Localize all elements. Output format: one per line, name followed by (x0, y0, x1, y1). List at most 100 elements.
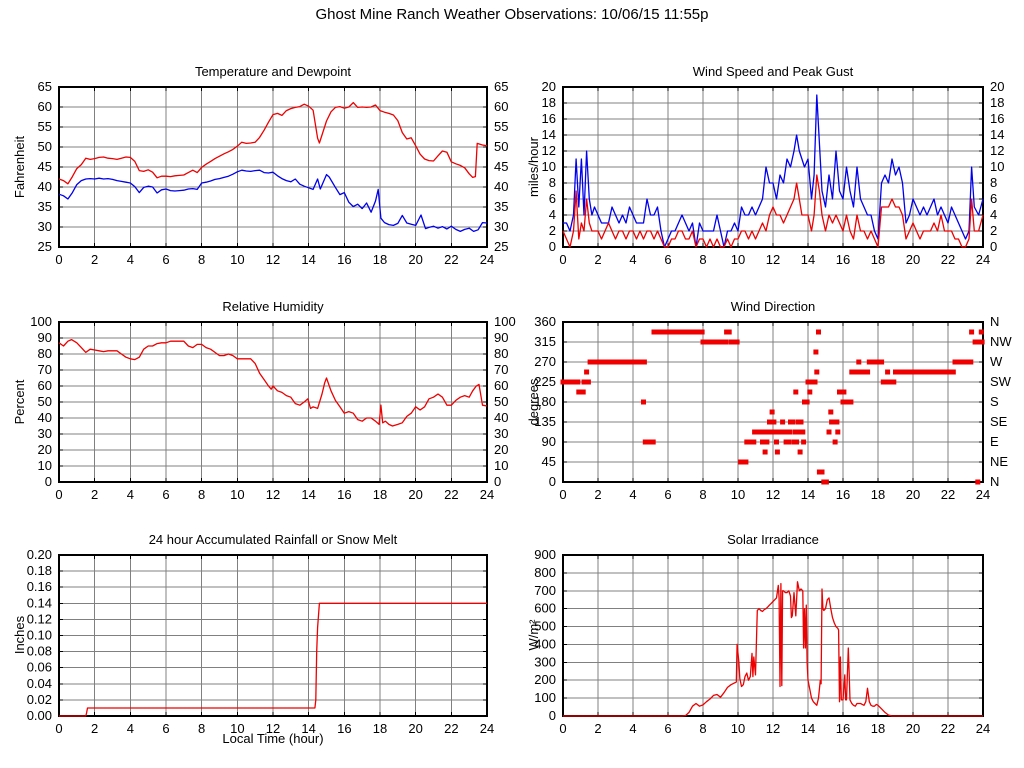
accumulated-rainfall-x-tick: 20 (408, 721, 422, 736)
wind-direction-segment (583, 379, 591, 385)
solar-irradiance-x-tick: 24 (976, 721, 990, 736)
accumulated-rainfall-y-tick: 0.10 (27, 628, 52, 643)
temperature-and-dewpoint-x-tick: 0 (55, 252, 62, 267)
wind-direction-point (828, 409, 834, 415)
temperature-and-dewpoint-x-tick: 8 (198, 252, 205, 267)
wind-direction-y-axis-label: degrees (526, 378, 541, 426)
solar-irradiance-y-tick: 0 (549, 708, 556, 723)
accumulated-rainfall-y-tick: 0.02 (27, 692, 52, 707)
relative-humidity-y-tick: 60 (38, 378, 52, 393)
wind-speed-and-peak-gust-y-tick: 4 (549, 207, 556, 222)
solar-irradiance-y-tick: 400 (534, 636, 556, 651)
wind-direction-point (807, 389, 813, 395)
wind-direction-segment (560, 379, 581, 385)
wind-direction-point (780, 419, 786, 425)
temperature-and-dewpoint-y-tick-right: 50 (494, 139, 508, 154)
solar-irradiance-y-tick: 800 (534, 565, 556, 580)
relative-humidity-y-tick: 20 (38, 442, 52, 457)
wind-direction-segment (821, 479, 829, 485)
accumulated-rainfall-x-tick: 2 (91, 721, 98, 736)
wind-direction-y-tick: 180 (534, 394, 556, 409)
wind-direction-point (978, 329, 984, 335)
temperature-and-dewpoint-y-tick-right: 55 (494, 119, 508, 134)
wind-direction-point (787, 429, 793, 435)
page-title: Ghost Mine Ranch Weather Observations: 1… (315, 6, 709, 23)
accumulated-rainfall-x-tick: 14 (301, 721, 315, 736)
temperature-and-dewpoint-x-tick: 10 (230, 252, 244, 267)
wind-direction-segment (808, 379, 818, 385)
wind-direction-x-tick: 24 (976, 487, 990, 502)
relative-humidity-y-tick: 40 (38, 410, 52, 425)
accumulated-rainfall-y-tick: 0.00 (27, 708, 52, 723)
accumulated-rainfall-x-tick: 0 (55, 721, 62, 736)
wind-speed-and-peak-gust-y-tick: 2 (549, 223, 556, 238)
wind-direction-y-tick: 225 (534, 374, 556, 389)
rainfall-chart-title: 24 hour Accumulated Rainfall or Snow Mel… (148, 532, 398, 547)
wind-speed-and-peak-gust-x-tick: 16 (836, 252, 850, 267)
wind-direction-compass-label: NW (990, 334, 1012, 349)
solar-irradiance-x-tick: 0 (559, 721, 566, 736)
temperature-and-dewpoint-x-tick: 22 (444, 252, 458, 267)
wind-direction-point (792, 429, 798, 435)
accumulated-rainfall-y-tick: 0.06 (27, 660, 52, 675)
wind-direction-point (772, 429, 778, 435)
accumulated-rainfall-x-tick: 24 (480, 721, 494, 736)
wind-direction-point (793, 389, 799, 395)
solar-irradiance-x-tick: 10 (731, 721, 745, 736)
rainfall-y-axis-label: Inches (12, 615, 27, 655)
relative-humidity-y-tick: 0 (45, 474, 52, 489)
wind-direction-segment (802, 399, 810, 405)
wind-direction-compass-label: W (990, 354, 1003, 369)
solar-irradiance-x-tick: 4 (629, 721, 636, 736)
wind-direction-point (768, 429, 774, 435)
accumulated-rainfall-x-tick: 22 (444, 721, 458, 736)
solar-irradiance-x-tick: 8 (699, 721, 706, 736)
wind-speed-and-peak-gust-x-tick: 10 (731, 252, 745, 267)
relative-humidity-x-tick: 20 (408, 487, 422, 502)
wind-direction-point (581, 379, 587, 385)
wind-speed-and-peak-gust-y-tick: 6 (549, 191, 556, 206)
relative-humidity-y-tick-right: 0 (494, 474, 501, 489)
wind-direction-y-tick: 0 (549, 474, 556, 489)
temperature-and-dewpoint-x-tick: 18 (373, 252, 387, 267)
wind-direction-point (816, 329, 821, 335)
humidity-y-axis-label: Percent (12, 379, 27, 425)
wind-direction-segment (642, 439, 656, 445)
wind-speed-and-peak-gust-x-tick: 2 (594, 252, 601, 267)
relative-humidity-y-tick: 50 (38, 394, 52, 409)
wind-speed-and-peak-gust-x-tick: 4 (629, 252, 636, 267)
wind-direction-y-tick: 45 (542, 454, 556, 469)
wind-direction-x-tick: 6 (664, 487, 671, 502)
wind-direction-point (813, 349, 819, 355)
wind-direction-segment (700, 339, 729, 345)
temperature-and-dewpoint-y-tick: 50 (38, 139, 52, 154)
temperature-and-dewpoint-y-tick: 25 (38, 239, 52, 254)
temperature-and-dewpoint-y-tick: 40 (38, 179, 52, 194)
wind-speed-chart-title: Wind Speed and Peak Gust (692, 64, 854, 79)
solar-irradiance-y-tick: 300 (534, 654, 556, 669)
wind-direction-point (796, 429, 802, 435)
relative-humidity-x-tick: 16 (337, 487, 351, 502)
wind-direction-point (856, 359, 862, 365)
wind-direction-point (797, 449, 803, 455)
wind-speed-and-peak-gust-x-tick: 6 (664, 252, 671, 267)
wind-direction-x-tick: 4 (629, 487, 636, 502)
temperature-and-dewpoint-y-tick: 55 (38, 119, 52, 134)
wind-direction-point (764, 439, 770, 445)
relative-humidity-x-tick: 0 (55, 487, 62, 502)
wind-direction-point (762, 449, 768, 455)
wind-direction-compass-label: SW (990, 374, 1012, 389)
wind-speed-and-peak-gust-x-tick: 18 (871, 252, 885, 267)
wind-direction-segment (744, 439, 757, 445)
wind-speed-y-axis-label: miles/hour (526, 137, 541, 197)
wind-direction-x-tick: 10 (731, 487, 745, 502)
wind-direction-point (641, 399, 646, 405)
wind-speed-and-peak-gust-y-tick-right: 16 (990, 111, 1004, 126)
wind-speed-and-peak-gust-y-tick-right: 2 (990, 223, 997, 238)
temperature-and-dewpoint-y-tick: 30 (38, 219, 52, 234)
relative-humidity-y-tick-right: 60 (494, 378, 508, 393)
accumulated-rainfall-y-tick: 0.18 (27, 563, 52, 578)
temperature-and-dewpoint-x-tick: 12 (266, 252, 280, 267)
temperature-chart-title: Temperature and Dewpoint (194, 64, 352, 79)
